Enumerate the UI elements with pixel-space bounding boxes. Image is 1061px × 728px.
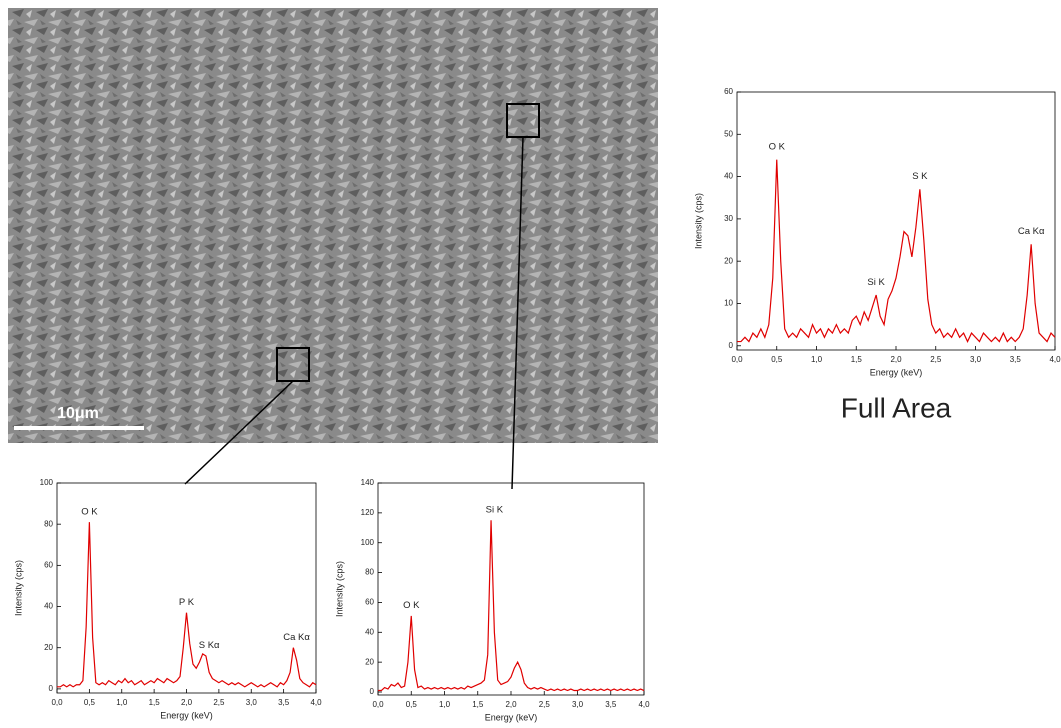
x-tick-label: 2,0 <box>181 698 193 707</box>
x-tick-label: 4,0 <box>638 700 650 709</box>
y-tick-label: 0 <box>49 684 54 693</box>
x-tick-label: 3,0 <box>572 700 584 709</box>
x-tick-label: 1,0 <box>811 355 823 364</box>
connector <box>511 136 524 490</box>
x-tick-label: 3,0 <box>970 355 982 364</box>
y-axis-label: Intensity (cps) <box>693 193 703 249</box>
x-tick-label: 1,0 <box>439 700 451 709</box>
x-tick-label: 1,5 <box>472 700 484 709</box>
x-tick-label: 2,5 <box>213 698 225 707</box>
plot-frame <box>377 482 645 696</box>
connector <box>184 380 294 485</box>
spectrum-line <box>378 520 645 692</box>
peak-label: S K <box>912 171 928 182</box>
x-tick-label: 0,5 <box>84 698 96 707</box>
y-tick-label: 60 <box>365 598 374 607</box>
y-tick-label: 140 <box>361 478 375 487</box>
y-tick-label: 10 <box>724 299 733 308</box>
x-tick-label: 0,0 <box>731 355 743 364</box>
y-tick-label: 0 <box>729 341 734 350</box>
y-tick-label: 0 <box>370 687 375 696</box>
sem-image <box>8 8 658 443</box>
chart-caption: Full Area <box>841 392 952 423</box>
x-tick-label: 0,5 <box>406 700 418 709</box>
y-tick-label: 100 <box>361 538 375 547</box>
y-tick-label: 50 <box>724 129 733 138</box>
peak-label: O K <box>81 506 98 517</box>
y-tick-label: 40 <box>44 602 53 611</box>
x-tick-label: 2,5 <box>930 355 942 364</box>
x-tick-label: 3,0 <box>246 698 258 707</box>
x-axis-label: Energy (keV) <box>485 712 538 722</box>
x-tick-label: 2,5 <box>539 700 551 709</box>
spectrum-line <box>737 159 1056 343</box>
plot-frame <box>736 91 1056 351</box>
x-tick-label: 2,0 <box>505 700 517 709</box>
y-tick-label: 60 <box>724 87 733 96</box>
y-tick-label: 120 <box>361 508 375 517</box>
x-axis-label: Energy (keV) <box>160 710 213 720</box>
y-tick-label: 20 <box>724 256 733 265</box>
y-axis-label: Intensity (cps) <box>13 560 23 616</box>
spectrum-line <box>57 522 317 688</box>
scale-bar-label: 10μm <box>57 405 99 422</box>
y-tick-label: 100 <box>40 478 54 487</box>
y-tick-label: 20 <box>44 643 53 652</box>
y-tick-label: 80 <box>44 519 53 528</box>
y-tick-label: 80 <box>365 568 374 577</box>
peak-label: Ca Kα <box>283 632 310 643</box>
peak-label: P K <box>179 597 195 608</box>
y-axis-label: Intensity (cps) <box>334 561 344 617</box>
peak-label: Si K <box>486 504 504 515</box>
x-tick-label: 1,5 <box>149 698 161 707</box>
x-tick-label: 0,0 <box>51 698 63 707</box>
x-tick-label: 1,0 <box>116 698 128 707</box>
x-tick-label: 0,5 <box>771 355 783 364</box>
x-axis-label: Energy (keV) <box>870 367 923 377</box>
peak-label: Si K <box>867 277 885 288</box>
peak-label: S Kα <box>199 640 220 651</box>
x-tick-label: 2,0 <box>890 355 902 364</box>
y-tick-label: 60 <box>44 560 53 569</box>
y-tick-label: 40 <box>724 172 733 181</box>
y-tick-label: 30 <box>724 214 733 223</box>
x-tick-label: 4,0 <box>310 698 322 707</box>
peak-label: O K <box>403 600 420 611</box>
x-tick-label: 1,5 <box>851 355 863 364</box>
y-tick-label: 20 <box>365 657 374 666</box>
x-tick-label: 0,0 <box>372 700 384 709</box>
x-tick-label: 3,5 <box>1010 355 1022 364</box>
y-tick-label: 40 <box>365 627 374 636</box>
peak-label: Ca Kα <box>1018 226 1045 237</box>
peak-label: O K <box>769 141 786 152</box>
x-tick-label: 4,0 <box>1049 355 1061 364</box>
x-tick-label: 3,5 <box>278 698 290 707</box>
x-tick-label: 3,5 <box>605 700 617 709</box>
